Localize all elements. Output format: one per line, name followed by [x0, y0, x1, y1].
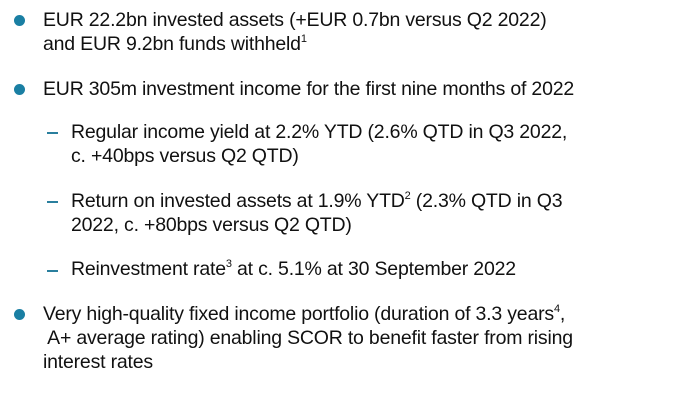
sub-bullet-reinvestment-rate: Reinvestment rate3 at c. 5.1% at 30 Sept… [71, 257, 516, 281]
dash-icon [47, 201, 58, 203]
footnote-ref: 4 [553, 303, 560, 315]
footnote-ref: 1 [300, 33, 307, 45]
text-line: interest rates [43, 351, 153, 373]
bullet-invested-assets: EUR 22.2bn invested assets (+EUR 0.7bn v… [43, 8, 547, 56]
text-line: c. +40bps versus Q2 QTD) [71, 145, 299, 167]
text-line: EUR 22.2bn invested assets (+EUR 0.7bn v… [43, 9, 547, 31]
dash-icon [47, 270, 58, 272]
sub-bullet-income-yield: Regular income yield at 2.2% YTD (2.6% Q… [71, 120, 567, 168]
dash-icon [47, 132, 58, 134]
text-line: 2022, c. +80bps versus Q2 QTD) [71, 214, 352, 236]
text-line: Return on invested assets at 1.9% YTD2 (… [71, 190, 563, 212]
bullet-icon [14, 15, 25, 26]
bullet-icon [14, 84, 25, 95]
footnote-ref: 2 [404, 190, 411, 202]
bullet-icon [14, 309, 25, 320]
text-line: and EUR 9.2bn funds withheld1 [43, 33, 307, 55]
text-line: EUR 305m investment income for the first… [43, 78, 575, 100]
text-line: Regular income yield at 2.2% YTD (2.6% Q… [71, 121, 568, 143]
text-line: A+ average rating) enabling SCOR to bene… [43, 327, 573, 349]
text-line: Very high-quality fixed income portfolio… [43, 303, 566, 325]
text-line: Reinvestment rate3 at c. 5.1% at 30 Sept… [71, 258, 516, 280]
bullet-fixed-income-portfolio: Very high-quality fixed income portfolio… [43, 302, 573, 374]
sub-bullet-return-on-assets: Return on invested assets at 1.9% YTD2 (… [71, 189, 563, 237]
bullet-investment-income: EUR 305m investment income for the first… [43, 77, 574, 101]
footnote-ref: 3 [225, 258, 232, 270]
